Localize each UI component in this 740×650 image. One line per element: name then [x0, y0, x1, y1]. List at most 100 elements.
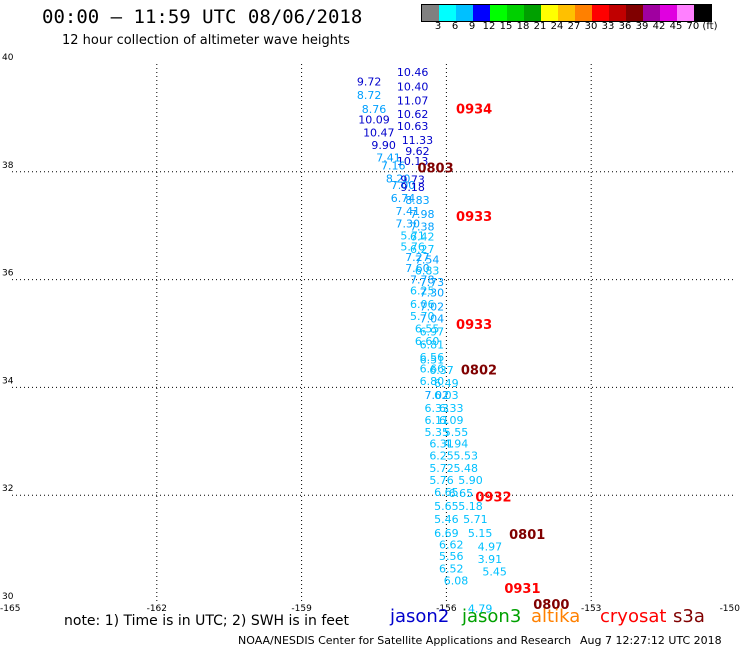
- wave-height-value: 7.60: [405, 262, 430, 275]
- wave-height-value: 6.31: [429, 438, 454, 451]
- y-tick-label: 30: [2, 592, 14, 602]
- wave-height-value: 5.70: [410, 310, 435, 323]
- wave-height-value: 6.11: [424, 414, 449, 427]
- wave-height-value: 6.55: [415, 323, 440, 336]
- x-tick-label: -156: [436, 604, 457, 614]
- wave-height-value: 10.40: [397, 81, 429, 94]
- wave-height-value: 6.09: [439, 414, 464, 427]
- wave-height-value: 9.90: [371, 139, 396, 152]
- wave-height-value: 5.45: [482, 565, 507, 578]
- wave-height-value: 5.76: [429, 474, 454, 487]
- color-swatch: [422, 5, 439, 21]
- wave-height-value: 6.42: [410, 231, 435, 244]
- wave-height-value: 5.46: [434, 513, 459, 526]
- wave-height-value: 6.74: [391, 192, 416, 205]
- wave-height-value: 10.13: [397, 155, 429, 168]
- x-tick-label: -153: [581, 604, 601, 614]
- color-swatch: [541, 5, 558, 21]
- color-swatch: [677, 5, 694, 21]
- wave-height-value: 6.25: [429, 449, 454, 462]
- time-label: 0932: [475, 490, 511, 505]
- wave-height-value: 8.20: [386, 172, 411, 185]
- wave-height-value: 6.27: [410, 243, 435, 256]
- y-tick-label: 36: [2, 269, 14, 279]
- wave-height-value: 5.48: [453, 462, 478, 475]
- wave-height-value: 6.37: [429, 364, 454, 377]
- color-swatch: [660, 5, 677, 21]
- wave-height-value: 5.15: [468, 527, 493, 540]
- wave-height-value: 7.41: [396, 205, 421, 218]
- wave-height-value: 3.91: [478, 553, 503, 566]
- color-scale-bar: [421, 4, 712, 22]
- time-label: 0931: [504, 582, 540, 597]
- wave-height-value: 7.16: [381, 159, 406, 172]
- wave-height-value: 7.02: [420, 301, 445, 314]
- y-tick-label: 40: [2, 53, 14, 63]
- wave-height-value: 10.47: [363, 127, 395, 140]
- wave-height-value: 4.94: [444, 438, 469, 451]
- footer-credit: NOAA/NESDIS Center for Satellite Applica…: [238, 634, 572, 647]
- color-scale-label: 3: [434, 21, 442, 32]
- wave-height-value: 5.56: [439, 550, 464, 563]
- color-scale-label: 24: [550, 21, 564, 32]
- wave-height-value: 7.78: [410, 274, 435, 287]
- color-swatch: [626, 5, 643, 21]
- wave-height-value: 6.83: [415, 265, 440, 278]
- y-tick-label: 32: [2, 484, 13, 494]
- legend-altika: altika: [531, 606, 581, 627]
- wave-height-value: 5.72: [429, 462, 454, 475]
- wave-height-value: 6.52: [439, 563, 464, 576]
- wave-height-value: 5.71: [400, 229, 425, 242]
- wave-height-value: 5.90: [458, 474, 483, 487]
- wave-height-value: 7.38: [410, 220, 435, 233]
- color-scale-label: 30: [584, 21, 598, 32]
- wave-height-value: 7.41: [376, 151, 401, 164]
- color-swatch: [558, 5, 575, 21]
- wave-height-value: 6.49: [434, 377, 459, 390]
- color-swatch: [609, 5, 626, 21]
- wave-height-value: 9.73: [400, 173, 425, 186]
- wave-height-value: 6.80: [420, 375, 445, 388]
- color-scale-label: 12: [482, 21, 496, 32]
- legend-s3a: s3a: [673, 606, 705, 627]
- color-scale-label: 27: [567, 21, 581, 32]
- wave-height-value: 9.18: [400, 181, 425, 194]
- color-swatch: [490, 5, 507, 21]
- wave-height-value: 6.81: [420, 338, 445, 351]
- wave-height-value: 11.33: [402, 134, 434, 147]
- x-tick-label: -150: [720, 604, 740, 614]
- wave-height-value: 7.30: [396, 218, 421, 231]
- wave-height-value: 8.76: [362, 103, 387, 116]
- color-swatch: [694, 5, 711, 21]
- wave-height-value: 6.65: [434, 486, 459, 499]
- wave-height-value: 4.79: [468, 602, 493, 615]
- color-scale-label: 45: [669, 21, 683, 32]
- wave-height-value: 8.72: [357, 89, 382, 102]
- wave-height-value: 5.55: [444, 426, 469, 439]
- time-label: 0800: [533, 598, 569, 613]
- color-scale-label: 15: [499, 21, 513, 32]
- wave-height-value: 6.33: [424, 402, 449, 415]
- legend-cryosat: cryosat: [600, 606, 667, 627]
- wave-height-value: 5.18: [458, 500, 483, 513]
- wave-height-value: 7.02: [424, 389, 449, 402]
- color-swatch: [575, 5, 592, 21]
- time-label: 0802: [461, 364, 497, 379]
- wave-height-value: 8.83: [405, 194, 430, 207]
- chart-subtitle: 12 hour collection of altimeter wave hei…: [62, 33, 350, 48]
- wave-height-value: 6.51: [420, 353, 445, 366]
- wave-height-value: 7.73: [420, 276, 445, 289]
- wave-height-value: 7.30: [420, 287, 445, 300]
- color-swatch: [524, 5, 541, 21]
- note-text: note: 1) Time is in UTC; 2) SWH is in fe…: [64, 613, 350, 629]
- wave-height-value: 4.97: [478, 540, 503, 553]
- wave-height-value: 6.33: [439, 402, 464, 415]
- color-scale-label: 70 (ft): [686, 21, 718, 32]
- color-scale-label: 18: [516, 21, 530, 32]
- y-tick-label: 34: [2, 376, 14, 386]
- wave-height-value: 6.56: [420, 351, 445, 364]
- legend-jason2: jason2: [390, 606, 450, 627]
- wave-height-value: 6.25: [410, 284, 435, 297]
- time-label: 0933: [456, 318, 492, 333]
